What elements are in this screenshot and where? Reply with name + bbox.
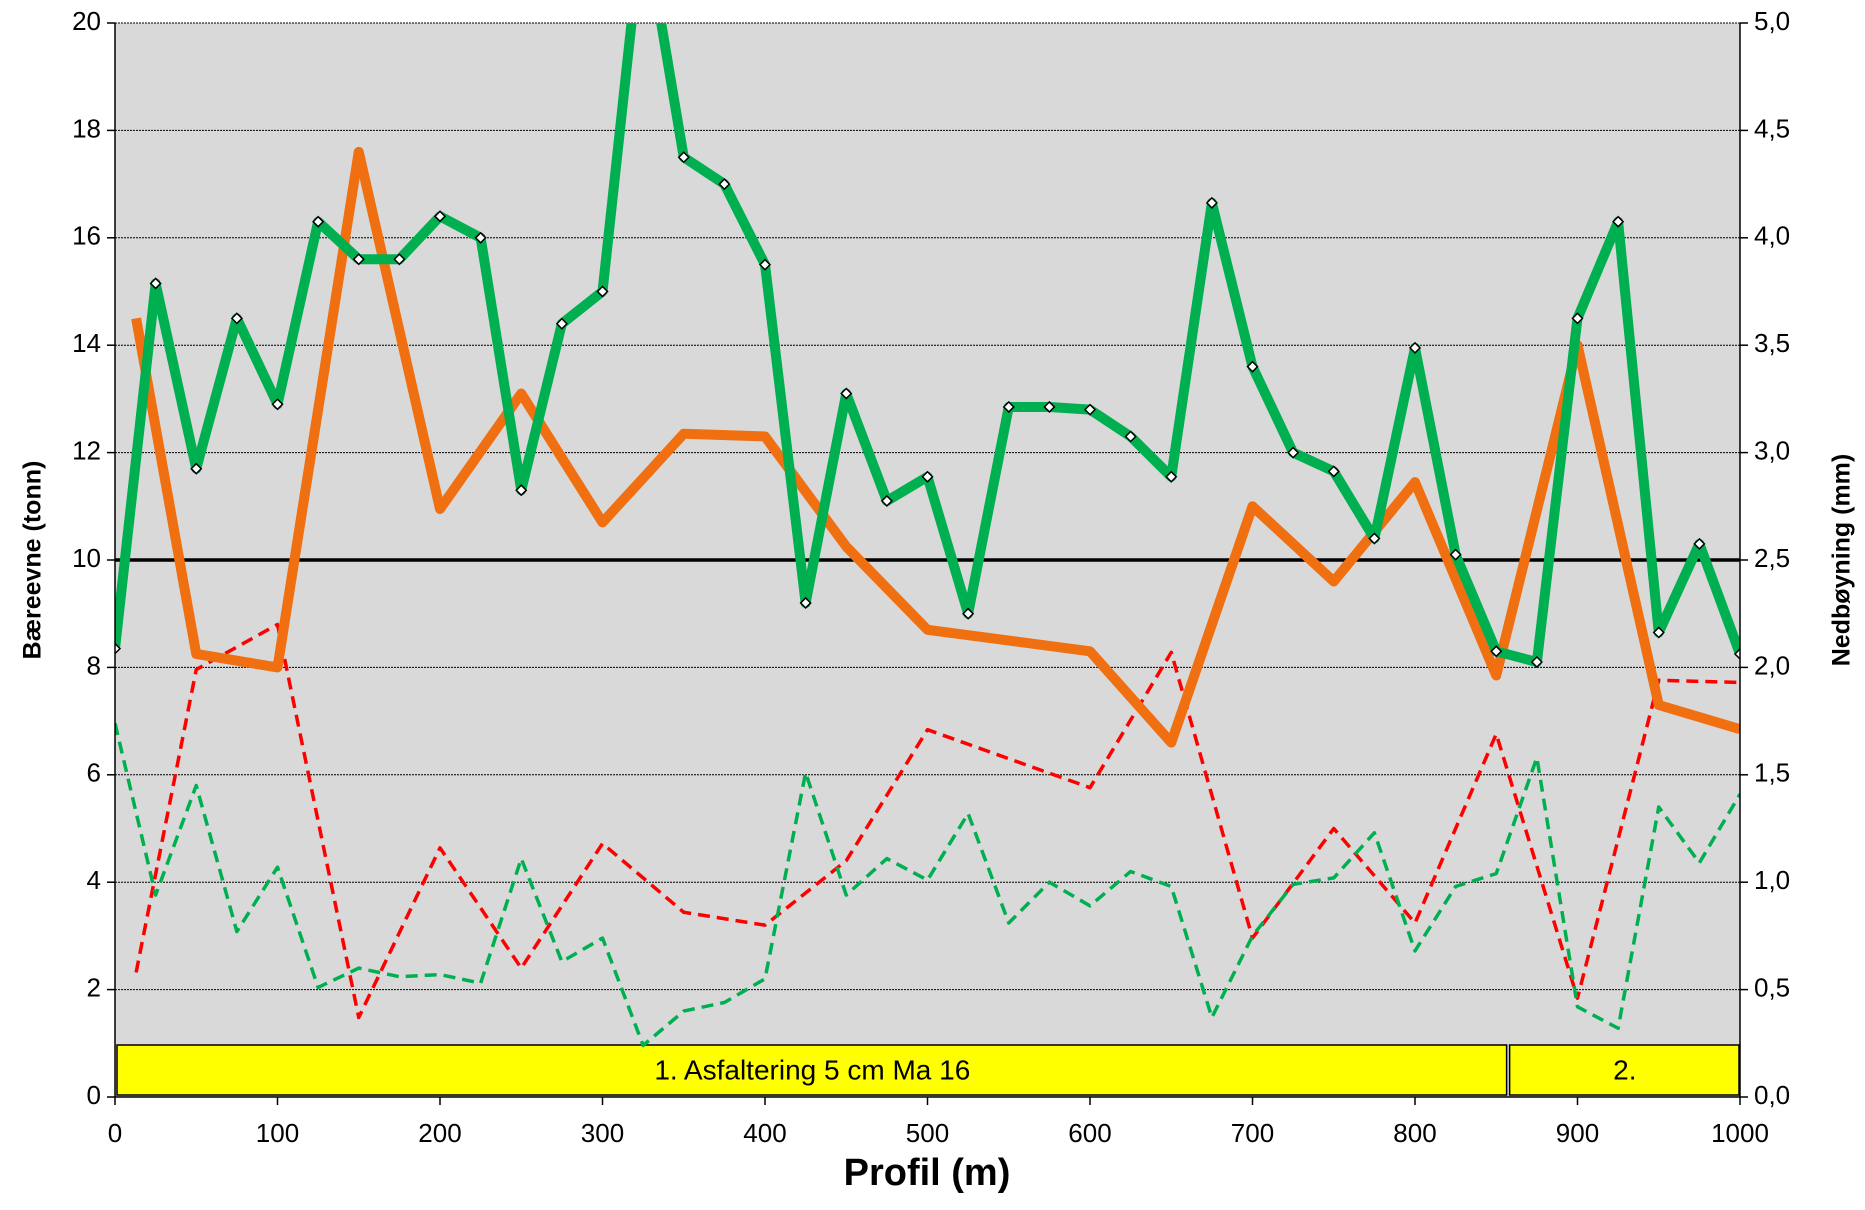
marker <box>596 285 609 298</box>
x-tick-label: 600 <box>1068 1118 1111 1148</box>
marker <box>271 398 284 411</box>
marker <box>1652 626 1665 639</box>
line <box>131 146 1740 748</box>
y-tick-label: 0 <box>87 1080 101 1110</box>
marker <box>1043 400 1056 414</box>
y-tick-label: 2 <box>87 972 101 1002</box>
marker <box>1368 532 1381 545</box>
marker <box>1002 400 1015 414</box>
segment-box <box>1508 1044 1740 1096</box>
y-axis-title: Bæreevne (tonn) <box>19 461 47 660</box>
marker <box>921 470 934 483</box>
y2-tick-label: 4,0 <box>1754 221 1790 251</box>
segment-box <box>116 1044 1508 1096</box>
marker <box>312 215 325 228</box>
x-tick-label: 100 <box>256 1118 299 1148</box>
x-tick-label: 300 <box>581 1118 624 1148</box>
marker <box>1571 312 1584 325</box>
x-axis-title: Profil (m) <box>844 1152 1011 1194</box>
marker <box>393 253 406 266</box>
marker <box>433 210 447 223</box>
marker <box>555 317 568 330</box>
marker <box>230 312 243 325</box>
y2-tick-label: 4,5 <box>1754 113 1790 143</box>
x-tick-label: 700 <box>1231 1118 1274 1148</box>
y-tick-label: 12 <box>72 435 101 465</box>
y2-tick-label: 3,5 <box>1754 328 1790 358</box>
y2-tick-label: 2,0 <box>1754 650 1790 680</box>
y2-tick-label: 0,0 <box>1754 1080 1790 1110</box>
marker <box>1083 403 1097 416</box>
marker <box>352 253 365 266</box>
marker <box>149 277 162 290</box>
marker <box>1327 465 1340 478</box>
y-tick-label: 4 <box>87 865 101 895</box>
segment-label: 1. Asfaltering 5 cm Ma 16 <box>654 1054 970 1085</box>
y2-tick-label: 2,5 <box>1754 543 1790 573</box>
marker <box>1733 647 1740 661</box>
marker <box>115 642 122 655</box>
marker <box>1408 341 1422 354</box>
marker <box>1287 446 1300 459</box>
y2-axis-title: Nedbøyning (mm) <box>1828 454 1856 667</box>
dashed-line <box>134 622 1740 1020</box>
marker <box>718 178 731 191</box>
y2-tick-label: 3,0 <box>1754 435 1790 465</box>
marker <box>1165 470 1178 483</box>
y2-tick-label: 5,0 <box>1754 6 1790 36</box>
marker <box>1449 548 1462 561</box>
x-tick-label: 200 <box>418 1118 461 1148</box>
marker <box>190 462 203 475</box>
marker <box>1693 537 1706 550</box>
y-tick-label: 18 <box>72 113 101 143</box>
y2-tick-label: 0,5 <box>1754 972 1790 1002</box>
y-tick-label: 14 <box>72 328 101 358</box>
segment-label: 2. <box>1613 1054 1636 1085</box>
marker <box>1612 215 1625 228</box>
marker <box>1490 645 1503 658</box>
marker <box>758 258 772 271</box>
marker <box>840 387 853 400</box>
y-tick-label: 20 <box>72 6 101 36</box>
marker <box>474 231 487 244</box>
y2-tick-label: 1,5 <box>1754 758 1790 788</box>
x-tick-label: 900 <box>1556 1118 1599 1148</box>
marker <box>515 484 528 497</box>
marker <box>677 151 690 164</box>
marker <box>880 494 893 507</box>
y-tick-label: 6 <box>87 758 101 788</box>
x-tick-label: 800 <box>1393 1118 1436 1148</box>
marker <box>1124 430 1137 443</box>
marker <box>799 596 812 610</box>
x-tick-label: 400 <box>743 1118 786 1148</box>
y-tick-label: 8 <box>87 650 101 680</box>
x-tick-label: 500 <box>906 1118 949 1148</box>
marker <box>1205 196 1218 209</box>
y-tick-label: 10 <box>72 543 101 573</box>
marker <box>962 607 975 620</box>
marker <box>1246 360 1259 373</box>
x-tick-label: 0 <box>108 1118 122 1148</box>
marker <box>1530 655 1543 669</box>
y-tick-label: 16 <box>72 221 101 251</box>
x-tick-label: 1000 <box>1711 1118 1769 1148</box>
y2-tick-label: 1,0 <box>1754 865 1790 895</box>
